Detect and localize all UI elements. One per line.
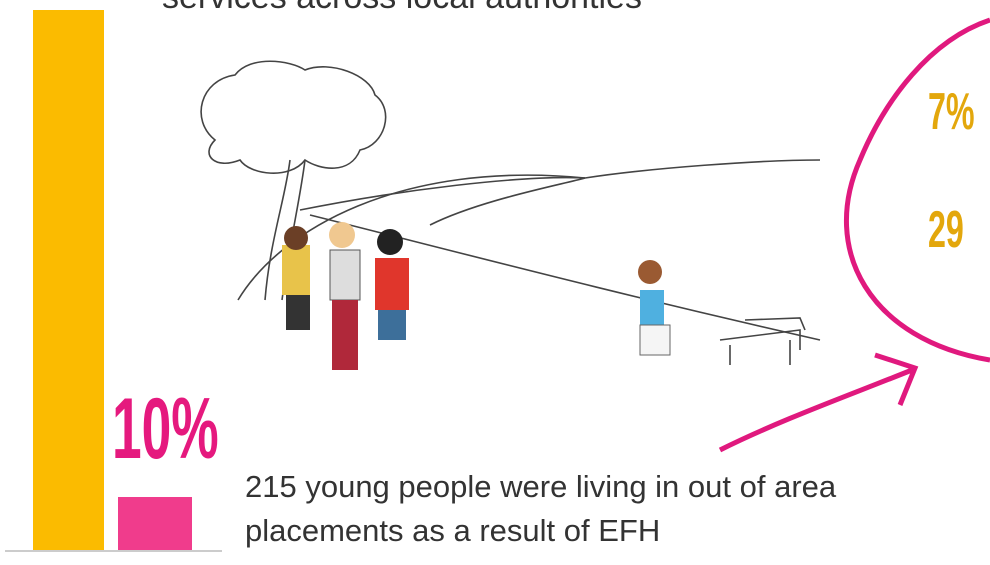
caption-line: placements as a result of EFH (245, 509, 836, 553)
right-stat: 7% (928, 82, 975, 142)
pink-bar (118, 497, 192, 550)
left-stat: 10% (112, 380, 219, 479)
circle-outline (846, 20, 990, 360)
people (282, 222, 670, 370)
caption-line: 215 young people were living in out of a… (245, 465, 836, 509)
arrow (720, 370, 912, 450)
page: {"header": {"text": "services across loc… (0, 0, 990, 565)
caption: 215 young people were living in out of a… (245, 465, 836, 553)
right-stat: 29 (928, 200, 964, 260)
yellow-bar (33, 10, 104, 550)
